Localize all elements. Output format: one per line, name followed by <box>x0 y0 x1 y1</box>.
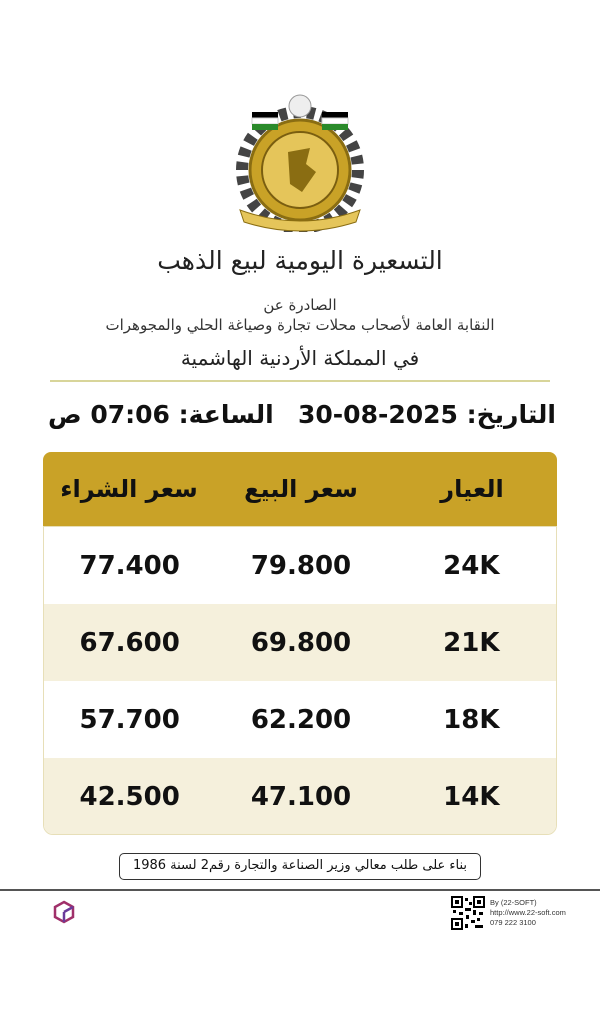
sell-price: 69.800 <box>250 627 352 658</box>
sell-price: 47.100 <box>250 781 352 812</box>
divider <box>50 380 550 382</box>
issued-by: الصادرة عن <box>263 296 337 314</box>
karat: 18K <box>443 704 500 735</box>
footer-divider <box>0 889 600 891</box>
buy-price: 67.600 <box>79 627 180 658</box>
table-row: 14K 47.100 42.500 <box>44 758 556 834</box>
price-table: 24K 79.800 77.400 21K 69.800 67.600 18K … <box>43 526 557 835</box>
table-header: العيار سعر البيع سعر الشراء <box>43 452 557 526</box>
header-karat: العيار <box>440 475 504 503</box>
buy-price: 57.700 <box>79 704 180 735</box>
buy-price: 77.400 <box>79 550 180 581</box>
country-name: في المملكة الأردنية الهاشمية <box>180 346 420 370</box>
date: التاريخ: 30-08-2025 <box>298 400 556 429</box>
karat: 24K <box>443 550 500 581</box>
website-link[interactable]: http://www.22-soft.com <box>490 908 566 917</box>
sell-price: 79.800 <box>250 550 352 581</box>
time: الساعة: 07:06 ص <box>48 400 274 429</box>
organization-name: النقابة العامة لأصحاب محلات تجارة وصياغة… <box>105 316 495 334</box>
karat: 14K <box>443 781 500 812</box>
qr-code-icon <box>451 896 485 930</box>
phone: 079 222 3100 <box>490 918 536 927</box>
karat: 21K <box>443 627 500 658</box>
syndicate-logo <box>236 94 364 232</box>
buy-price: 42.500 <box>79 781 180 812</box>
credit-text: By (22-SOFT) http://www.22-soft.com 079 … <box>490 898 566 927</box>
header-sell-price: سعر البيع <box>244 475 358 503</box>
table-row: 21K 69.800 67.600 <box>44 604 556 681</box>
sell-price: 62.200 <box>250 704 352 735</box>
table-row: 24K 79.800 77.400 <box>44 527 556 604</box>
legal-note: بناء على طلب معالي وزير الصناعة والتجارة… <box>119 853 481 880</box>
header-buy-price: سعر الشراء <box>60 475 198 503</box>
date-time-bar: التاريخ: 30-08-2025 الساعة: 07:06 ص <box>48 400 556 436</box>
page-title: التسعيرة اليومية لبيع الذهب <box>157 246 443 275</box>
22soft-logo-icon <box>53 900 75 924</box>
table-row: 18K 62.200 57.700 <box>44 681 556 758</box>
